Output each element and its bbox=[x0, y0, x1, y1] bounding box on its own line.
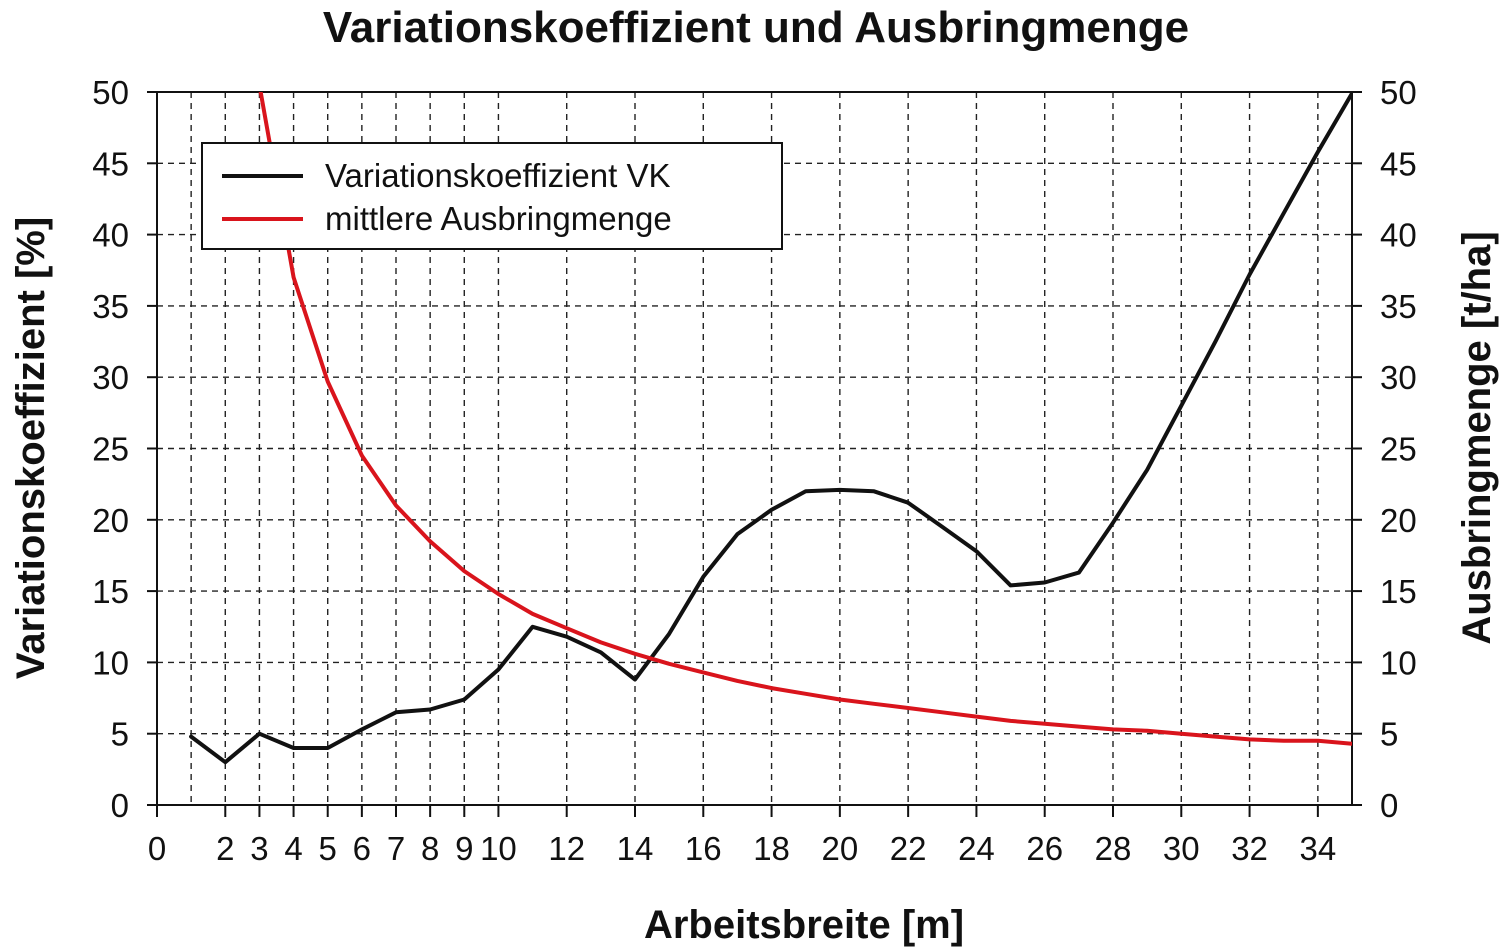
y-tick-label-right: 25 bbox=[1380, 431, 1417, 468]
x-tick-label: 34 bbox=[1299, 830, 1336, 867]
x-axis: 0 2 3 4 5 6 7 8 9 10 12 14 16 18 20 22 24 26 28 30 32 34 bbox=[148, 805, 1336, 867]
series-line-ausbringmenge bbox=[258, 92, 1352, 746]
x-tick-label: 2 bbox=[216, 830, 234, 867]
y-tick-label-right: 40 bbox=[1380, 217, 1417, 254]
y-tick-label-left: 50 bbox=[92, 74, 129, 111]
x-tick-label: 24 bbox=[958, 830, 995, 867]
y-axis-left-title: Variationskoeffizient [%] bbox=[9, 217, 53, 679]
y-tick-label-left: 5 bbox=[111, 716, 129, 753]
y-tick-label-left: 10 bbox=[92, 644, 129, 681]
x-tick-label: 32 bbox=[1231, 830, 1268, 867]
y-tick-label-left: 40 bbox=[92, 217, 129, 254]
y-tick-label-left: 15 bbox=[92, 573, 129, 610]
x-tick-label: 6 bbox=[353, 830, 371, 867]
x-tick-label: 5 bbox=[319, 830, 337, 867]
y-tick-label-right: 5 bbox=[1380, 716, 1398, 753]
x-tick-label: 22 bbox=[890, 830, 927, 867]
y-tick-label-right: 50 bbox=[1380, 74, 1417, 111]
x-tick-label: 4 bbox=[284, 830, 302, 867]
y-axis-right-title: Ausbringmenge [t/ha] bbox=[1455, 231, 1499, 644]
x-tick-label: 0 bbox=[148, 830, 166, 867]
legend-label-ausbringmenge: mittlere Ausbringmenge bbox=[325, 200, 672, 237]
x-tick-label: 14 bbox=[617, 830, 654, 867]
left-y-axis: 0 5 10 15 20 25 30 35 40 45 50 bbox=[92, 74, 157, 824]
y-tick-label-right: 35 bbox=[1380, 288, 1417, 325]
chart-title: Variationskoeffizient und Ausbringmenge bbox=[323, 3, 1189, 52]
x-tick-label: 3 bbox=[250, 830, 268, 867]
x-tick-label: 16 bbox=[685, 830, 722, 867]
legend: Variationskoeffizient VK mittlere Ausbri… bbox=[201, 142, 783, 250]
series-line-variationskoeffizient bbox=[189, 92, 1352, 765]
y-tick-label-left: 45 bbox=[92, 145, 129, 182]
x-tick-label: 9 bbox=[455, 830, 473, 867]
y-tick-label-right: 0 bbox=[1380, 787, 1398, 824]
legend-box bbox=[201, 142, 783, 250]
y-tick-label-right: 30 bbox=[1380, 359, 1417, 396]
y-tick-label-right: 15 bbox=[1380, 573, 1417, 610]
x-tick-label: 30 bbox=[1163, 830, 1200, 867]
series-layer bbox=[189, 92, 1352, 765]
x-tick-label: 10 bbox=[480, 830, 517, 867]
x-tick-label: 20 bbox=[821, 830, 858, 867]
legend-label-vk: Variationskoeffizient VK bbox=[325, 157, 670, 194]
y-tick-label-left: 20 bbox=[92, 502, 129, 539]
y-tick-label-right: 10 bbox=[1380, 644, 1417, 681]
y-tick-label-left: 30 bbox=[92, 359, 129, 396]
x-tick-label: 28 bbox=[1095, 830, 1132, 867]
y-tick-label-left: 35 bbox=[92, 288, 129, 325]
x-tick-label: 18 bbox=[753, 830, 790, 867]
right-y-axis: 0 5 10 15 20 25 30 35 40 45 50 bbox=[1352, 74, 1417, 824]
x-axis-title: Arbeitsbreite [m] bbox=[644, 903, 964, 947]
x-tick-label: 7 bbox=[387, 830, 405, 867]
y-tick-label-left: 0 bbox=[111, 787, 129, 824]
x-tick-label: 26 bbox=[1026, 830, 1063, 867]
y-tick-label-right: 45 bbox=[1380, 145, 1417, 182]
y-tick-label-right: 20 bbox=[1380, 502, 1417, 539]
x-tick-label: 8 bbox=[421, 830, 439, 867]
x-tick-label: 12 bbox=[548, 830, 585, 867]
y-tick-label-left: 25 bbox=[92, 431, 129, 468]
